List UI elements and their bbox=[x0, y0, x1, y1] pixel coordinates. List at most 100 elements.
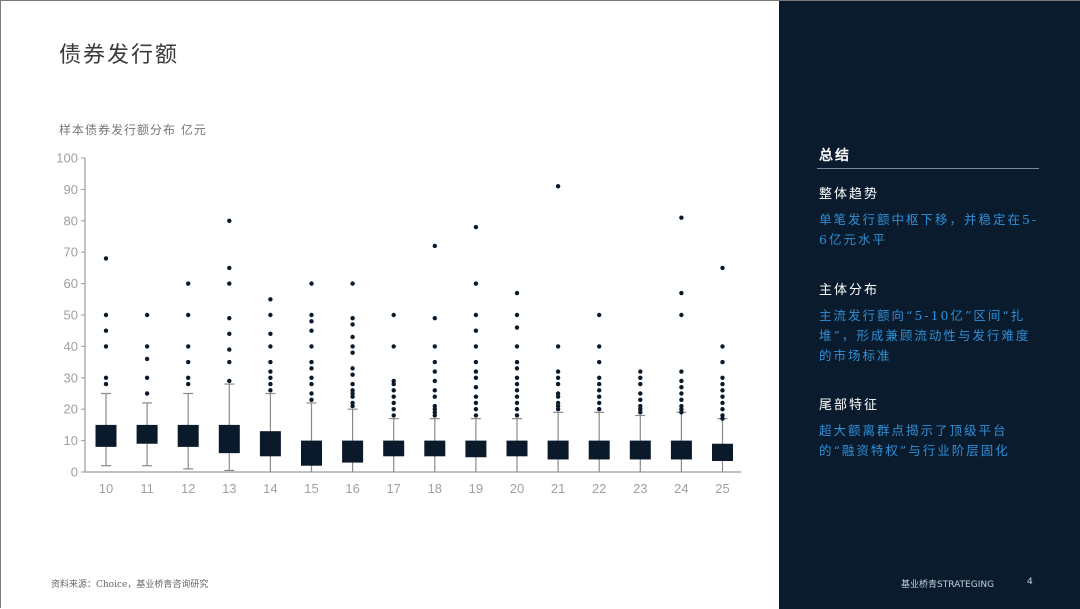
outlier-point bbox=[309, 381, 314, 387]
box bbox=[424, 440, 446, 457]
outlier-point bbox=[186, 359, 191, 365]
box bbox=[712, 443, 733, 462]
outlier-point bbox=[350, 281, 355, 286]
outlier-point bbox=[432, 344, 437, 349]
outlier-point bbox=[679, 385, 684, 390]
outlier-point bbox=[432, 378, 437, 384]
y-tick-label: 50 bbox=[64, 308, 78, 323]
outlier-point bbox=[638, 391, 643, 396]
y-tick-label: 60 bbox=[64, 276, 78, 291]
outlier-point bbox=[555, 381, 561, 387]
summary-section-distribution: 主体分布 主流发行额向“5-10亿”区间“扎堆”，形成兼顾流动性与发行难度的市场… bbox=[819, 279, 1041, 366]
outlier-point bbox=[391, 381, 396, 387]
summary-panel bbox=[779, 1, 1080, 609]
outlier-point bbox=[227, 378, 232, 384]
outlier-point bbox=[432, 403, 437, 409]
outlier-point bbox=[679, 397, 684, 402]
outlier-point bbox=[473, 369, 479, 374]
outlier-point bbox=[720, 344, 725, 349]
outlier-point bbox=[309, 319, 314, 324]
box bbox=[506, 440, 528, 457]
outlier-point bbox=[720, 400, 725, 406]
outlier-point bbox=[391, 388, 396, 393]
outlier-point bbox=[103, 381, 109, 387]
y-tick-label: 10 bbox=[64, 433, 78, 448]
section-heading: 主体分布 bbox=[819, 283, 880, 298]
outlier-point bbox=[473, 344, 479, 349]
outlier-point bbox=[391, 378, 396, 384]
x-tick-label: 19 bbox=[469, 481, 483, 496]
outlier-point bbox=[597, 312, 602, 318]
outlier-point bbox=[391, 407, 396, 412]
outlier-point bbox=[391, 413, 396, 418]
outlier-point bbox=[514, 312, 520, 318]
x-tick-label: 17 bbox=[386, 481, 400, 496]
outlier-point bbox=[514, 366, 520, 371]
outlier-point bbox=[350, 322, 355, 327]
outlier-point bbox=[638, 381, 643, 387]
x-tick-label: 21 bbox=[551, 481, 565, 496]
boxplot-chart: 0 10 20 30 40 50 60 70 80 90 100 10 11 12 13 14 15 16 17 18… bbox=[56, 151, 741, 496]
x-tick-label: 18 bbox=[428, 481, 442, 496]
outlier-point bbox=[638, 403, 643, 409]
outlier-point bbox=[597, 375, 602, 380]
outlier-point bbox=[720, 359, 725, 365]
y-tick-label: 20 bbox=[64, 402, 78, 417]
outlier-point bbox=[638, 397, 643, 402]
outlier-point bbox=[227, 281, 232, 286]
outlier-point bbox=[350, 388, 355, 393]
outlier-point bbox=[679, 407, 684, 412]
outlier-point bbox=[309, 281, 314, 286]
outlier-point bbox=[679, 403, 684, 409]
outlier-point bbox=[350, 381, 355, 387]
outlier-point bbox=[514, 407, 520, 412]
outlier-point bbox=[432, 410, 437, 415]
outlier-point bbox=[473, 413, 479, 418]
box bbox=[629, 440, 651, 460]
outlier-point bbox=[597, 400, 602, 406]
outlier-point bbox=[514, 344, 520, 349]
outlier-point bbox=[432, 388, 437, 393]
outlier-point bbox=[350, 334, 355, 340]
x-tick-label: 13 bbox=[222, 481, 236, 496]
outlier-point bbox=[350, 366, 355, 371]
outlier-point bbox=[597, 394, 602, 399]
outlier-point bbox=[309, 397, 314, 402]
outlier-point bbox=[432, 407, 437, 412]
outlier-point bbox=[227, 218, 232, 223]
x-tick-label: 14 bbox=[263, 481, 277, 496]
content-area: 债券发行额 样本债券发行额分布 亿元 0 10 20 30 40 50 60 70 80 90 10… bbox=[1, 1, 779, 609]
outlier-point bbox=[514, 400, 520, 406]
source-note: 资料来源：Choice，基业桥青咨询研究 bbox=[51, 580, 209, 590]
outlier-point bbox=[555, 400, 561, 406]
outlier-point bbox=[679, 215, 684, 220]
outlier-point bbox=[555, 391, 561, 396]
outlier-point bbox=[350, 350, 355, 355]
outlier-point bbox=[186, 381, 191, 387]
outlier-point bbox=[432, 394, 437, 399]
outlier-point bbox=[268, 388, 273, 393]
outlier-point bbox=[103, 375, 109, 380]
outlier-point bbox=[720, 265, 725, 271]
outlier-point bbox=[679, 290, 684, 296]
outlier-point bbox=[555, 369, 561, 374]
outlier-point bbox=[679, 391, 684, 396]
summary-divider bbox=[817, 168, 1039, 169]
x-tick-label: 16 bbox=[345, 481, 359, 496]
y-tick-label: 0 bbox=[71, 465, 78, 480]
outlier-point bbox=[720, 407, 725, 412]
outlier-point bbox=[144, 356, 150, 362]
outlier-point bbox=[473, 400, 479, 406]
box bbox=[259, 431, 281, 457]
outlier-point bbox=[432, 369, 437, 374]
outlier-point bbox=[227, 265, 232, 271]
outlier-point bbox=[638, 375, 643, 380]
summary-section-tail: 尾部特征 超大额离群点揭示了顶级平台的“融资特权”与行业阶层固化 bbox=[819, 394, 1041, 461]
outlier-point bbox=[350, 403, 355, 409]
y-tick-label: 40 bbox=[64, 339, 78, 354]
outlier-point bbox=[350, 400, 355, 406]
chart-title: 样本债券发行额分布 亿元 bbox=[59, 123, 207, 137]
outlier-point bbox=[144, 344, 150, 349]
outlier-point bbox=[103, 256, 109, 261]
outlier-point bbox=[555, 344, 561, 349]
